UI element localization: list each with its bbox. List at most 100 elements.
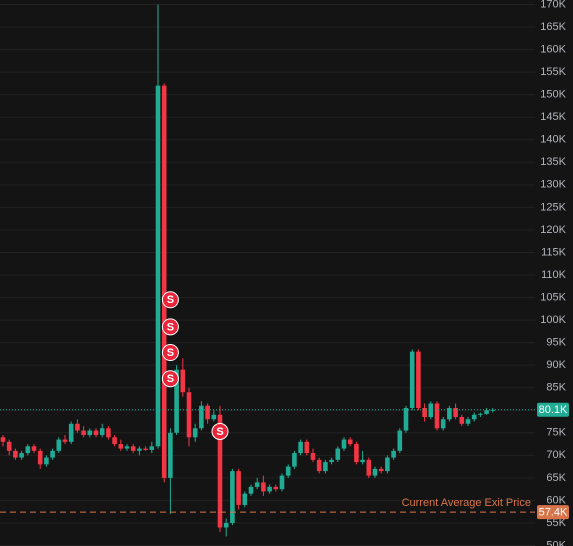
candle-body: [391, 450, 396, 458]
candle-body: [0, 437, 6, 442]
candle-body: [422, 407, 427, 418]
candle-body: [174, 369, 179, 433]
y-tick-label: 65K: [546, 472, 566, 484]
exit_price-badge: [537, 505, 569, 520]
candle-body: [440, 419, 446, 429]
candle-body: [447, 407, 452, 420]
y-tick-label: 55K: [546, 517, 566, 529]
y-tick-label: 115K: [541, 246, 567, 258]
candle-body: [118, 444, 124, 449]
candle-body: [223, 522, 229, 528]
candle-body: [155, 85, 161, 447]
candle-body: [403, 407, 409, 431]
candle-body: [459, 417, 465, 424]
candle-body: [416, 351, 421, 408]
candle-body: [106, 428, 111, 438]
sell-marker-label: S: [167, 321, 174, 333]
y-tick-label: 90K: [546, 359, 566, 371]
candle-body: [385, 457, 390, 472]
y-tick-label: 100K: [540, 314, 566, 326]
candle-body: [397, 430, 403, 451]
candle-body: [99, 428, 105, 436]
sell-marker-label: S: [167, 347, 174, 359]
candle-body: [161, 85, 167, 478]
candle-body: [323, 462, 328, 472]
candle-body: [267, 486, 272, 492]
current_price-label: 80.1K: [539, 404, 568, 416]
candle-body: [242, 493, 248, 505]
candle-body: [6, 441, 12, 451]
y-tick-label: 95K: [546, 337, 566, 349]
sell-marker-label: S: [216, 426, 223, 438]
exit-annotation: Current Average Exit Price: [402, 497, 531, 509]
y-tick-label: 165K: [540, 21, 566, 33]
candle-body: [192, 428, 198, 438]
candle-body: [453, 407, 458, 418]
sell-marker: [161, 344, 179, 362]
candle-body: [81, 430, 86, 436]
y-tick-label: 110K: [541, 269, 567, 281]
candle-body: [211, 414, 217, 420]
candle-body: [434, 403, 440, 429]
y-tick-label: 70K: [546, 449, 566, 461]
y-tick-label: 145K: [540, 111, 566, 123]
candle-body: [44, 457, 49, 465]
current_price-badge: [537, 402, 569, 417]
y-tick-label: 155K: [540, 66, 566, 78]
y-tick-label: 105K: [540, 291, 566, 303]
candle-body: [335, 448, 341, 460]
y-tick-label: 170K: [540, 0, 566, 10]
candle-body: [360, 459, 365, 463]
candle-body: [230, 471, 235, 523]
candle-body: [180, 369, 186, 393]
candle-body: [25, 446, 31, 454]
candle-body: [62, 439, 68, 442]
sell-marker-label: S: [167, 294, 174, 306]
candle-body: [298, 441, 303, 454]
candle-body: [68, 423, 74, 442]
candle-body: [87, 430, 93, 436]
candle-body: [484, 410, 489, 414]
candle-body: [93, 430, 99, 436]
sell-marker: [161, 291, 179, 309]
candle-body: [236, 471, 241, 505]
y-tick-label: 120K: [540, 224, 566, 236]
candle-body: [168, 432, 173, 478]
candle-body: [372, 468, 378, 476]
y-tick-label: 140K: [540, 134, 566, 146]
candle-body: [273, 486, 279, 490]
y-tick-label: 150K: [540, 89, 566, 101]
candle-body: [329, 459, 334, 463]
candle-body: [19, 453, 24, 458]
sell-marker-label: S: [167, 373, 174, 385]
candle-body: [149, 446, 155, 450]
y-tick-label: 135K: [540, 156, 566, 168]
candle-body: [217, 414, 223, 528]
candle-body: [428, 403, 434, 418]
exit_price-label: 57.4K: [539, 507, 568, 519]
sell-marker: [161, 318, 179, 336]
candle-body: [143, 448, 148, 450]
candle-body: [279, 475, 285, 490]
sell-marker: [161, 370, 179, 388]
candle-body: [409, 351, 415, 408]
candle-body: [248, 486, 254, 494]
candle-body: [304, 441, 310, 454]
candle-body: [310, 453, 316, 460]
candle-body: [37, 450, 43, 465]
candle-body: [366, 459, 372, 476]
candle-body: [13, 450, 18, 458]
candle-body: [285, 466, 291, 476]
candle-body: [316, 459, 322, 472]
candle-body: [186, 392, 192, 438]
candle-body: [56, 439, 62, 451]
y-tick-label: 50K: [546, 539, 566, 546]
candle-body: [292, 453, 297, 467]
candle-body: [378, 468, 384, 472]
candle-body: [75, 423, 80, 431]
candle-body: [137, 448, 142, 451]
candle-body: [112, 437, 117, 445]
y-tick-label: 130K: [540, 179, 566, 191]
y-tick-label: 85K: [546, 382, 566, 394]
candle-body: [130, 446, 136, 451]
